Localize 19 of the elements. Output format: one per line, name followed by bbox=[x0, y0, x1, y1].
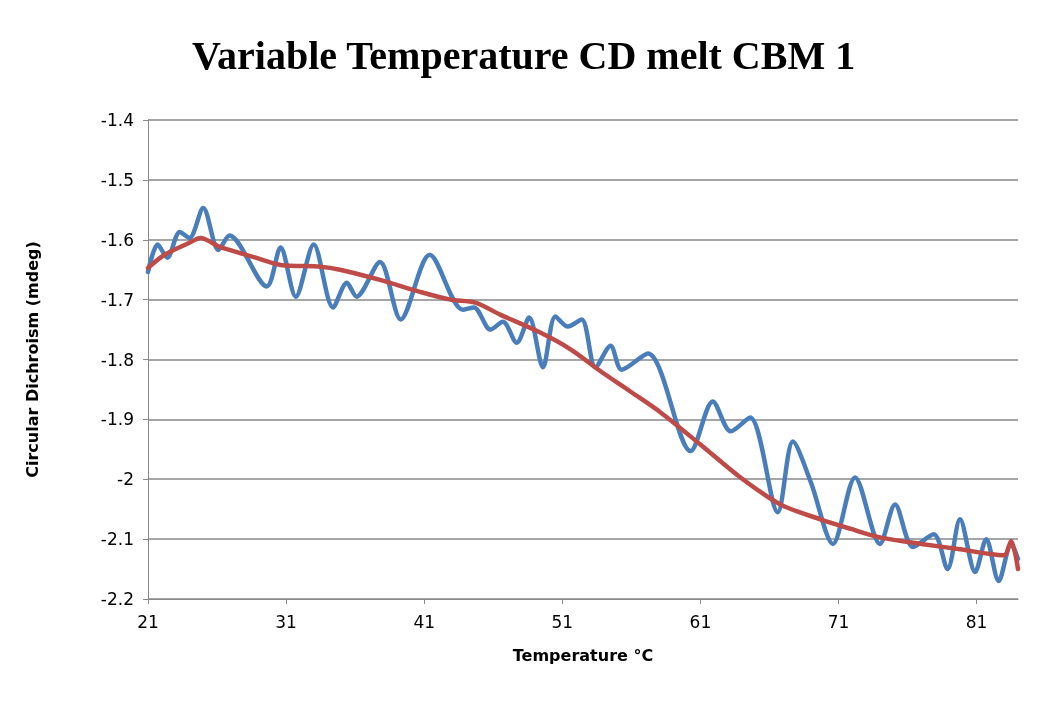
x-tick-label: 61 bbox=[689, 611, 712, 632]
y-tick-label: -1.7 bbox=[100, 289, 134, 310]
x-axis-title: Temperature °C bbox=[512, 645, 654, 665]
x-tick-label: 81 bbox=[965, 611, 988, 632]
x-tick-label: 71 bbox=[827, 611, 850, 632]
y-tick-label: -1.5 bbox=[100, 169, 134, 190]
chart-title: Variable Temperature CD melt CBM 1 bbox=[191, 32, 856, 78]
y-tick-label: -1.6 bbox=[100, 229, 134, 250]
y-tick-label: -2.1 bbox=[100, 529, 134, 550]
y-tick-label: -1.4 bbox=[100, 110, 134, 130]
x-tick-label: 41 bbox=[413, 611, 436, 632]
x-tick-label: 21 bbox=[137, 611, 159, 632]
y-tick-label: -2.2 bbox=[100, 589, 134, 609]
x-tick-label: 31 bbox=[275, 611, 297, 632]
y-tick-label: -1.9 bbox=[100, 409, 134, 430]
y-axis-title: Circular Dichroism (mdeg) bbox=[22, 241, 42, 478]
x-tick-label: 51 bbox=[551, 611, 574, 632]
y-tick-label: -2 bbox=[117, 469, 134, 490]
y-tick-label: -1.8 bbox=[100, 349, 134, 370]
